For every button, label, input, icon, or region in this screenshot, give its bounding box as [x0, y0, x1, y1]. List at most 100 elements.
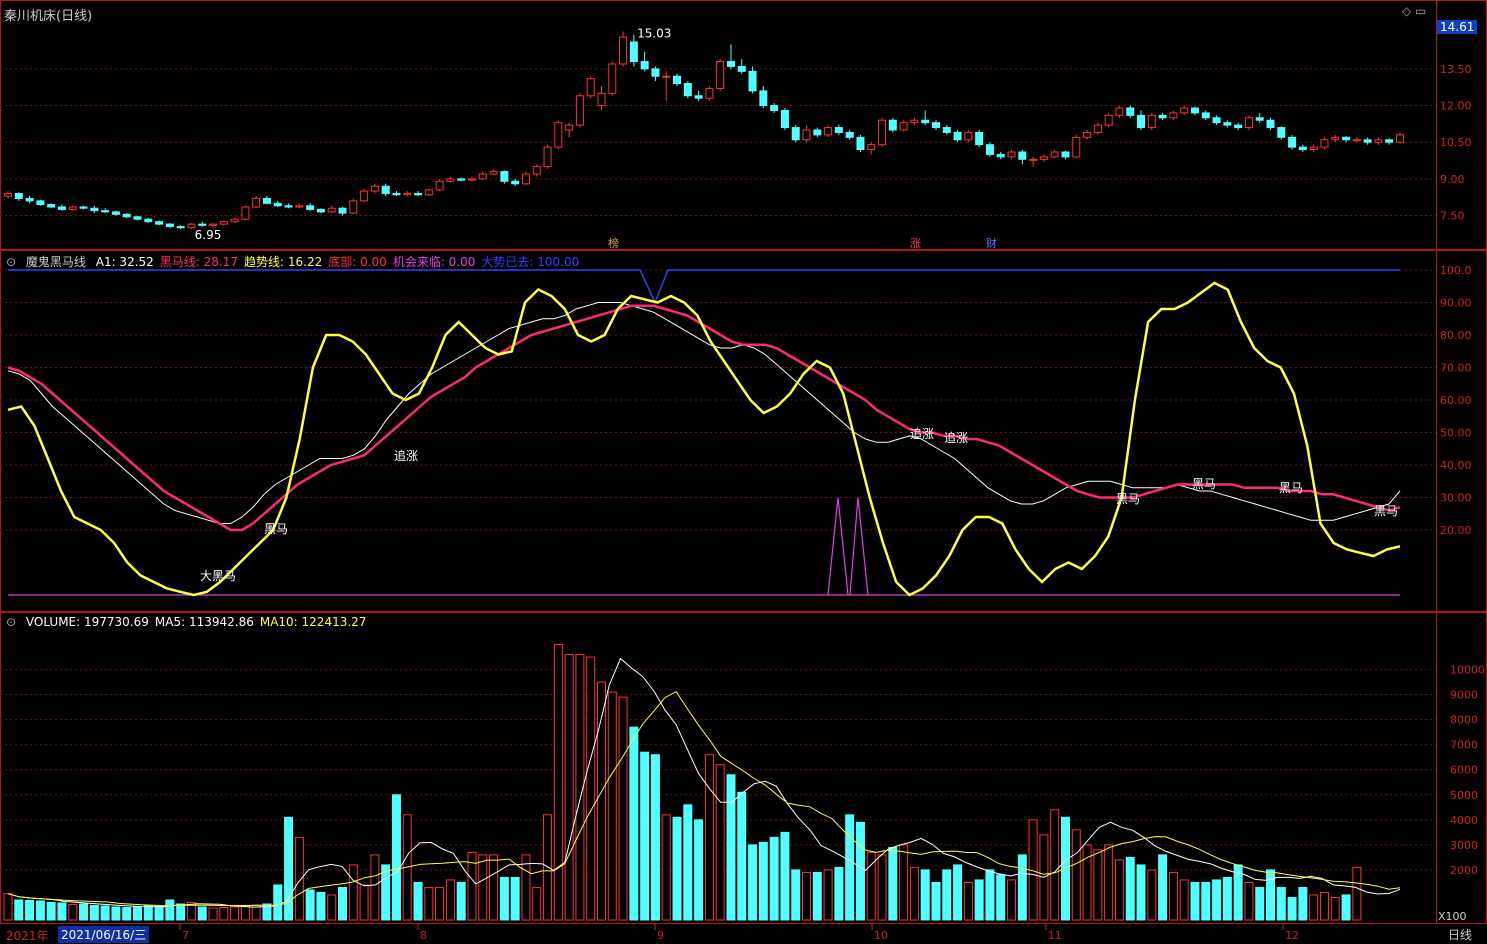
- volume-bar: [1190, 881, 1200, 921]
- price-tick-label: 7.50: [1440, 210, 1465, 223]
- candle-body: [122, 213, 131, 218]
- volume-bar: [1147, 869, 1157, 921]
- candle-body: [1158, 114, 1167, 119]
- price-high-label: 15.03: [637, 26, 671, 40]
- candle-body: [813, 129, 822, 136]
- candle-body: [673, 75, 682, 85]
- candle-body: [198, 223, 207, 226]
- candle-body: [1039, 156, 1048, 160]
- candle-body: [1342, 136, 1351, 141]
- volume-bar: [769, 836, 779, 921]
- candle-body: [79, 206, 88, 209]
- volume-bar: [802, 871, 812, 921]
- candle-body: [780, 109, 789, 129]
- volume-bar: [855, 821, 865, 921]
- candle-body: [478, 173, 487, 180]
- volume-bar: [284, 816, 294, 921]
- candle-body: [1352, 139, 1361, 142]
- volume-bar: [564, 654, 574, 921]
- volume-bar: [370, 854, 380, 921]
- candle-body: [252, 197, 261, 208]
- volume-bar: [888, 846, 898, 921]
- volume-bar: [25, 899, 35, 921]
- volume-bar: [1212, 879, 1222, 921]
- volume-bar: [1125, 856, 1135, 921]
- candle-body: [1169, 112, 1178, 119]
- collapse-icon[interactable]: ⊙: [6, 255, 17, 269]
- volume-bar: [176, 903, 186, 921]
- indicator-tick-label: 20.00: [1440, 524, 1472, 537]
- candle-body: [910, 119, 919, 124]
- volume-bar: [89, 904, 99, 921]
- volume-bar: [1007, 879, 1017, 921]
- candle-body: [165, 223, 174, 228]
- volume-bar: [521, 854, 531, 921]
- volume-bar: [953, 864, 963, 921]
- price-tick-label: 9.00: [1440, 173, 1465, 186]
- candle-body: [1147, 114, 1156, 129]
- candle-body: [759, 90, 768, 107]
- volume-tick-label: 9000: [1450, 689, 1478, 702]
- candle-body: [1277, 127, 1286, 138]
- candle-body: [888, 119, 897, 131]
- volume-tick-label: 7000: [1450, 739, 1478, 752]
- candle-body: [1374, 139, 1383, 143]
- candle-body: [867, 144, 876, 151]
- signal-label: 追涨: [394, 448, 418, 463]
- vol-1: MA5: 113942.86: [154, 615, 254, 629]
- candle-body: [1396, 134, 1404, 143]
- candle-body: [1050, 151, 1059, 158]
- ind-1: 黑马线: 28.17: [159, 255, 239, 269]
- candle-body: [921, 119, 930, 124]
- candle-body: [565, 124, 574, 131]
- candle-body: [1137, 114, 1146, 129]
- month-label: 11: [1048, 929, 1062, 942]
- candle-body: [770, 105, 779, 111]
- series-qushixian: [7, 281, 1401, 597]
- volume-bar: [996, 874, 1006, 921]
- volume-bar: [1341, 894, 1351, 921]
- volume-bar: [338, 886, 348, 921]
- month-label: 9: [657, 929, 664, 942]
- signal-label: 黑马: [1116, 492, 1140, 506]
- volume-bar: [532, 886, 542, 921]
- volume-bar: [1266, 869, 1276, 921]
- volume-bar: [899, 844, 909, 921]
- volume-bar: [974, 879, 984, 921]
- volume-bar: [435, 886, 445, 921]
- volume-bar: [683, 804, 693, 921]
- candle-body: [327, 207, 336, 213]
- signal-label: 黑马: [264, 522, 288, 536]
- period-label[interactable]: 日线: [1448, 928, 1473, 942]
- candle-body: [403, 193, 412, 196]
- candle-body: [597, 92, 606, 107]
- volume-bar: [650, 754, 660, 921]
- volume-bar: [132, 906, 142, 921]
- candle-body: [748, 70, 757, 92]
- chart-title: 秦川机床(日线): [4, 9, 93, 24]
- candle-body: [360, 190, 369, 202]
- jihuilailin-spike: [849, 497, 869, 596]
- volume-bar: [424, 886, 434, 921]
- volume-bar: [111, 906, 121, 921]
- volume-bar: [1201, 881, 1211, 921]
- volume-bar: [143, 905, 153, 921]
- candle-body: [306, 205, 315, 210]
- indicator-tick-label: 100.0: [1440, 264, 1472, 277]
- candle-body: [1007, 151, 1016, 158]
- candle-body: [683, 83, 692, 97]
- candle-body: [392, 193, 401, 196]
- volume-bar: [100, 905, 110, 921]
- volume-bar: [1298, 886, 1308, 921]
- volume-bar: [672, 816, 682, 921]
- collapse-icon[interactable]: ⊙: [6, 615, 17, 629]
- volume-bar: [963, 881, 973, 921]
- candle-body: [1180, 107, 1189, 114]
- candle-body: [47, 204, 56, 208]
- candle-body: [985, 144, 994, 155]
- volume-bar: [381, 864, 391, 921]
- volume-bar: [294, 836, 304, 921]
- top-right-icons[interactable]: ◇ ▭: [1402, 4, 1427, 18]
- indicator-tick-label: 40.00: [1440, 459, 1472, 472]
